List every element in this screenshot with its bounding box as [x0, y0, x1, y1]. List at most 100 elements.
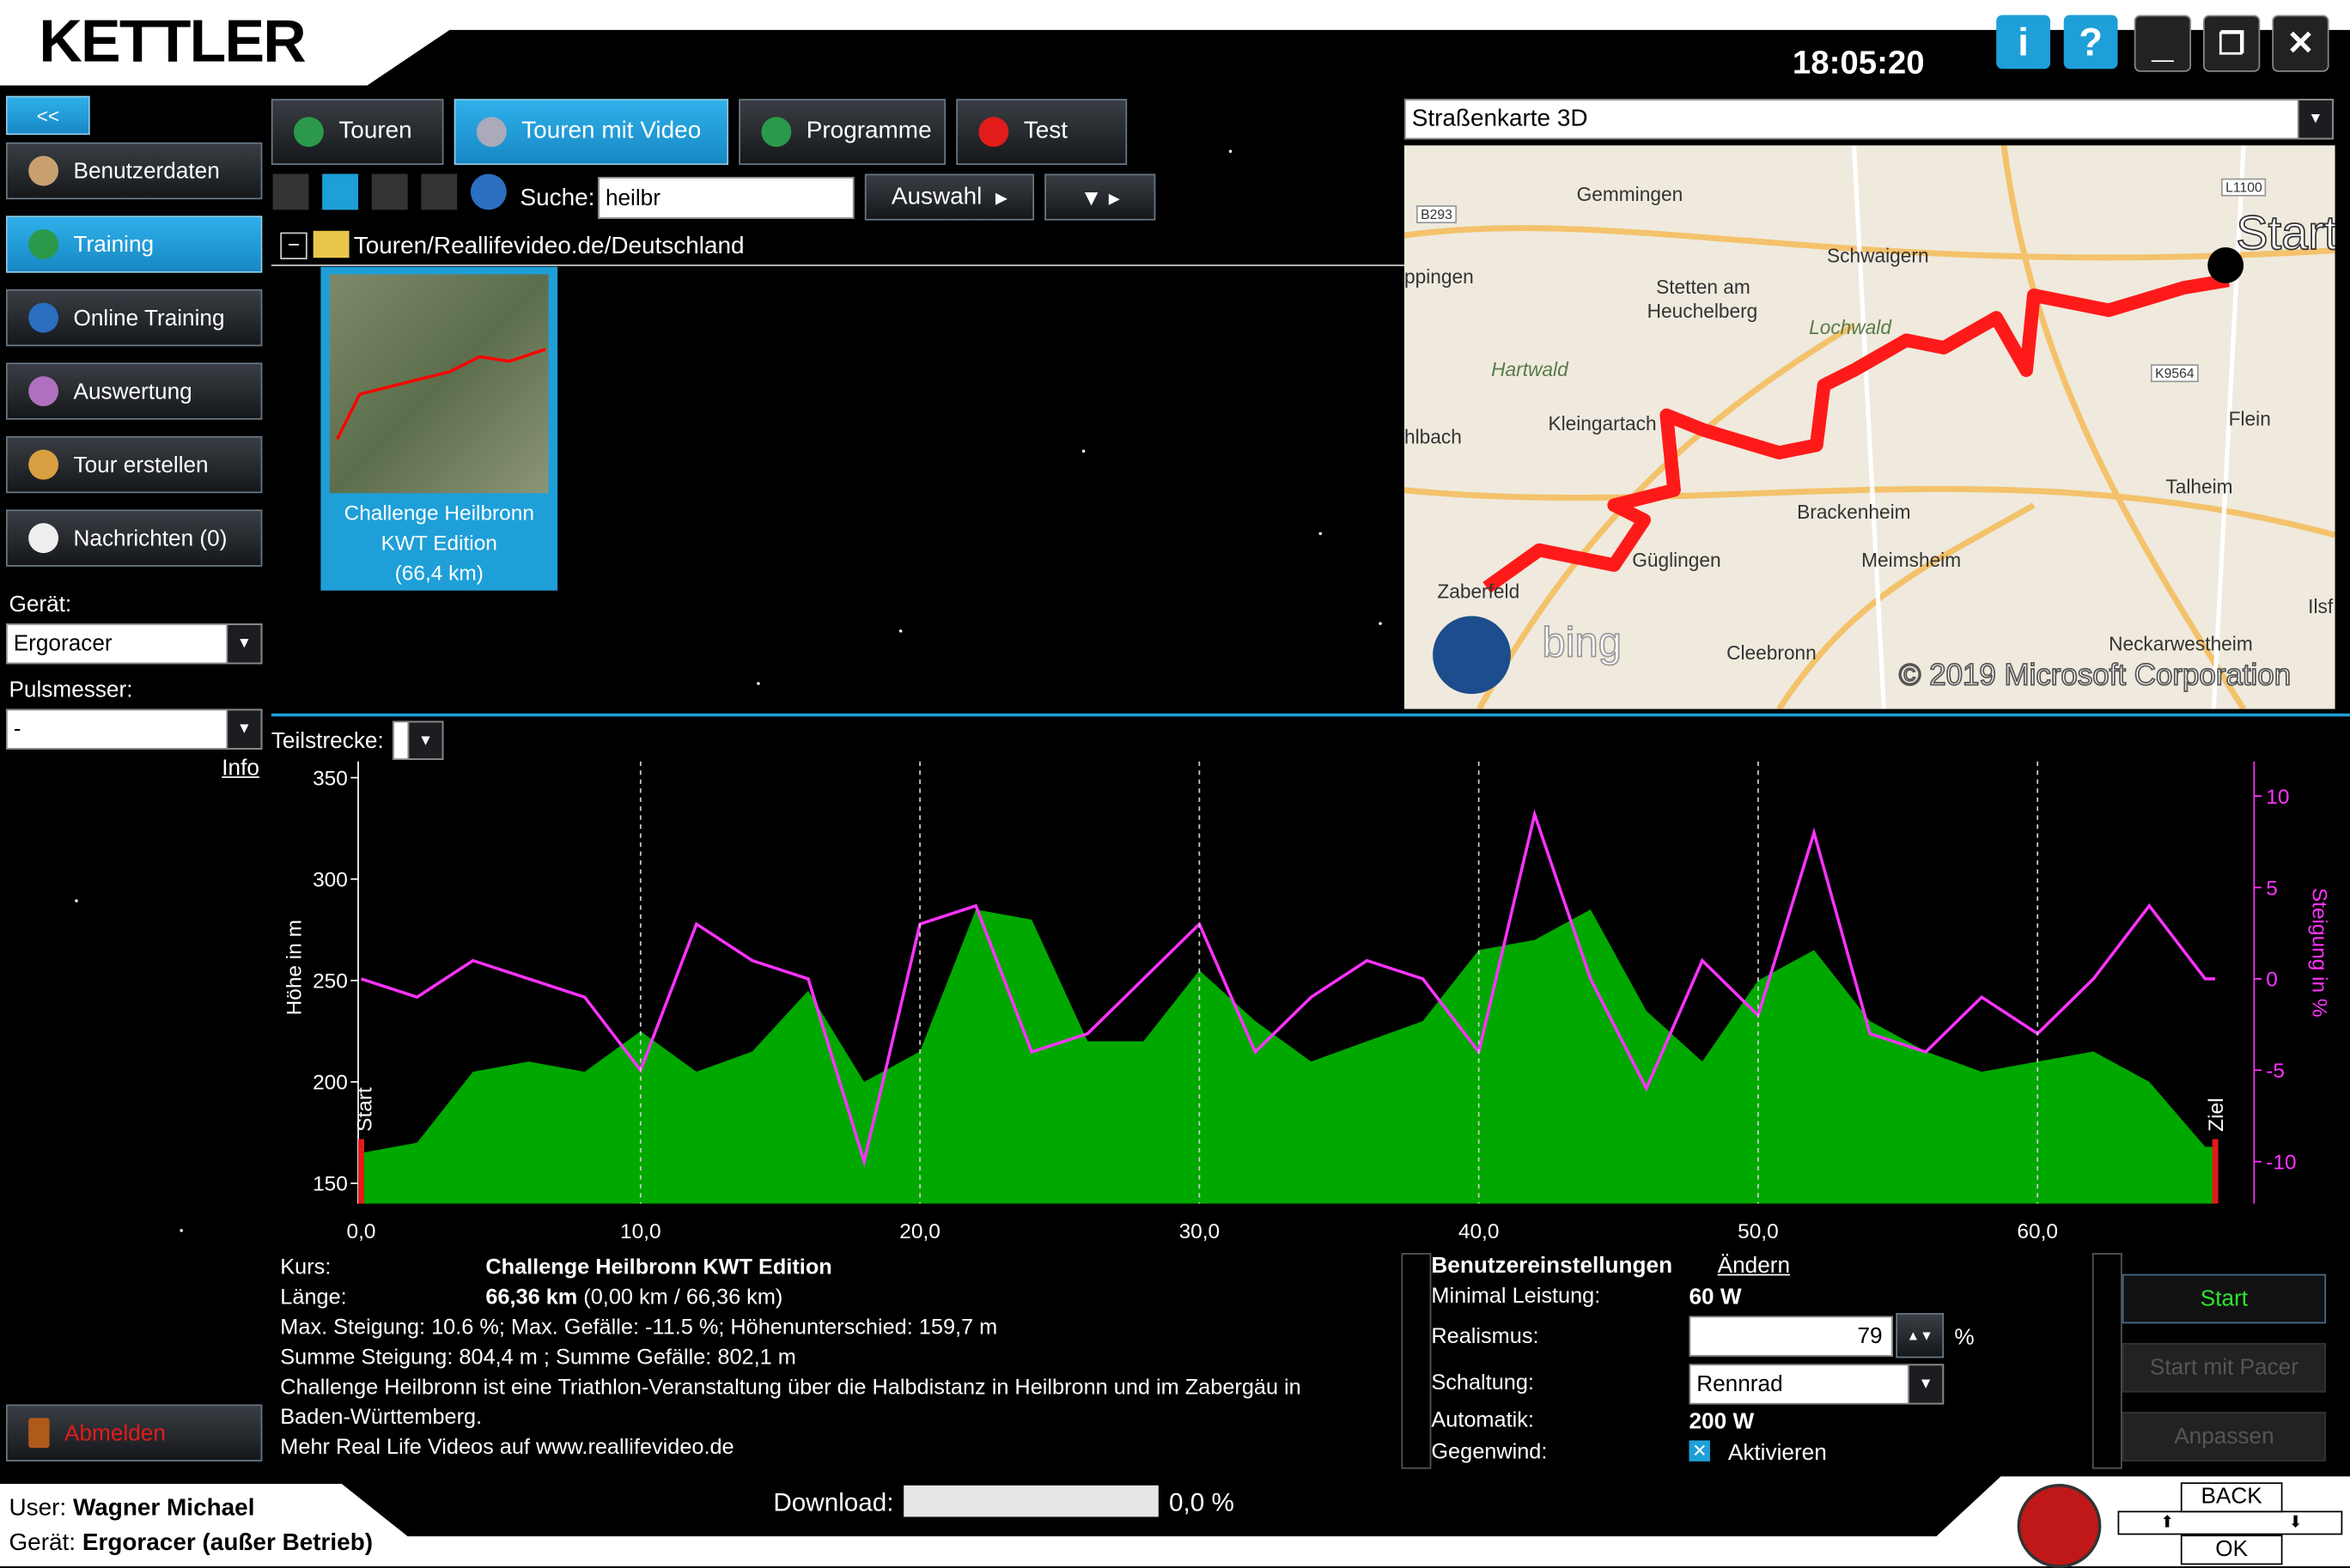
back-button[interactable]: BACK: [2180, 1482, 2283, 1513]
info-button[interactable]: i: [1996, 15, 2051, 70]
icon[interactable]: [421, 173, 458, 210]
action-button[interactable]: Anpassen: [2122, 1412, 2327, 1462]
tile-thumbnail: [329, 274, 549, 494]
icon[interactable]: [371, 173, 408, 210]
place-label: Lochwald: [1809, 316, 1891, 339]
tab-text: Programme: [806, 118, 932, 144]
maximize-button[interactable]: ❐: [2203, 15, 2261, 72]
tab[interactable]: Touren: [271, 99, 444, 166]
y2-tick-label: 10: [2266, 786, 2289, 809]
pulse-select[interactable]: - ▼: [5, 708, 263, 750]
y-tick-label: 250: [313, 970, 348, 994]
x-tick-label: 50,0: [1738, 1220, 1779, 1243]
filter-button[interactable]: ▼ ▸: [1044, 173, 1156, 221]
download-progress: [904, 1485, 1159, 1517]
tile-text: Challenge Heilbronn: [344, 500, 534, 525]
device: Ergoracer (außer Betrieb): [82, 1530, 374, 1556]
place-label: Schwaigern: [1827, 244, 1929, 267]
dropdown-arrow: ▼: [1908, 1365, 1943, 1403]
checkbox[interactable]: ✕: [1689, 1440, 1710, 1462]
y2-tick-label: -10: [2266, 1151, 2296, 1174]
y-axis-label: Höhe in m: [283, 920, 307, 1015]
tab-icon: [476, 117, 507, 148]
close-button[interactable]: ✕: [2272, 15, 2329, 72]
device-select[interactable]: Ergoracer ▼: [5, 623, 263, 665]
nav-text: Tour erstellen: [73, 452, 209, 477]
action-button[interactable]: Start mit Pacer: [2122, 1342, 2327, 1393]
length: 66,36 km: [485, 1285, 578, 1310]
collapse-button[interactable]: <<: [5, 95, 90, 136]
download-label: Download:: [773, 1488, 894, 1517]
icon[interactable]: [272, 173, 309, 210]
place-label: Heuchelberg: [1647, 300, 1758, 323]
elevation-area: [361, 909, 2216, 1204]
nav-button[interactable]: Training: [5, 216, 263, 273]
gear-select[interactable]: Rennrad ▼: [1689, 1364, 1945, 1405]
logout-button[interactable]: Abmelden: [5, 1404, 263, 1462]
settings-change[interactable]: Ändern: [1717, 1253, 1791, 1279]
arrow-buttons[interactable]: ⬆ ⬇: [2117, 1510, 2343, 1535]
bing-logo: bing: [1542, 618, 1622, 666]
tour-tile[interactable]: Challenge Heilbronn KWT Edition (66,4 km): [320, 266, 558, 591]
start-label: Start: [354, 1087, 377, 1132]
control-pad[interactable]: [2017, 1484, 2102, 1568]
nav-button[interactable]: Nachrichten (0): [5, 509, 263, 567]
icon[interactable]: [470, 173, 507, 210]
section-select[interactable]: ▼: [393, 720, 444, 760]
nav-text: Nachrichten (0): [73, 525, 228, 551]
select-text: Auswahl: [891, 183, 983, 210]
place-label: K9564: [2150, 364, 2199, 383]
realism-input[interactable]: 79: [1689, 1316, 1893, 1357]
device-label: Gerät:: [9, 592, 72, 618]
setting-value: Rennrad: [1696, 1371, 1783, 1397]
nav-icon: [28, 376, 59, 407]
help-button[interactable]: ?: [2063, 15, 2118, 70]
setting-unit: %: [1954, 1325, 1975, 1351]
gradient-line: [360, 809, 2216, 1168]
nav-button[interactable]: Benutzerdaten: [5, 142, 263, 200]
setting-value: 200 W: [1689, 1408, 1755, 1435]
spinner[interactable]: ▲▼: [1896, 1313, 1945, 1358]
map: Gemmingen Schwaigern Stetten am Heuchelberg…: [1403, 145, 2335, 709]
icon[interactable]: [322, 173, 359, 210]
action-button[interactable]: Start: [2122, 1273, 2327, 1324]
x-tick-label: 20,0: [899, 1220, 941, 1243]
user: Wagner Michael: [72, 1496, 255, 1522]
tab[interactable]: Touren mit Video: [454, 99, 729, 166]
map-type: Straßenkarte 3D: [1411, 106, 1588, 131]
nav-icon: [28, 302, 59, 333]
search-input[interactable]: heilbr: [598, 176, 855, 219]
pulse-value: -: [13, 716, 21, 743]
map-type-select[interactable]: Straßenkarte 3D ▼: [1403, 99, 2334, 140]
nav-text: Benutzerdaten: [73, 158, 220, 184]
select-button[interactable]: Auswahl ▸: [864, 173, 1034, 221]
settings-scrollbar[interactable]: [1401, 1253, 1432, 1469]
info-link[interactable]: Info: [222, 755, 259, 781]
nav-button[interactable]: Auswertung: [5, 362, 263, 420]
settings-title: Benutzereinstellungen: [1431, 1253, 1673, 1279]
folder-icon: [313, 230, 350, 258]
x-tick-label: 10,0: [620, 1220, 661, 1243]
tab-icon: [978, 117, 1009, 148]
device-label: Gerät:: [9, 1530, 76, 1556]
nav-button[interactable]: Tour erstellen: [5, 435, 263, 494]
actions-scrollbar[interactable]: [2091, 1253, 2122, 1469]
ok-button[interactable]: OK: [2180, 1535, 2283, 1565]
nav-button[interactable]: Online Training: [5, 289, 263, 347]
tree-toggle[interactable]: −: [280, 232, 307, 259]
tab[interactable]: Test: [956, 99, 1128, 166]
start-flag: [358, 1139, 365, 1204]
search-value: heilbr: [605, 185, 661, 211]
place-label: Meimsheim: [1861, 548, 1962, 572]
detail-line: Max. Steigung: 10.6 %; Max. Gefälle: -11…: [280, 1316, 998, 1340]
user-line: User: Wagner Michael: [9, 1496, 254, 1522]
setting-label: Realismus:: [1431, 1325, 1539, 1349]
place-label: Kleingartach: [1548, 412, 1657, 435]
x-tick-label: 0,0: [347, 1220, 376, 1243]
tab-text: Touren mit Video: [521, 118, 702, 144]
minimize-button[interactable]: _: [2134, 15, 2192, 72]
tab[interactable]: Programme: [739, 99, 947, 166]
place-label: Zaberfeld: [1437, 580, 1520, 603]
